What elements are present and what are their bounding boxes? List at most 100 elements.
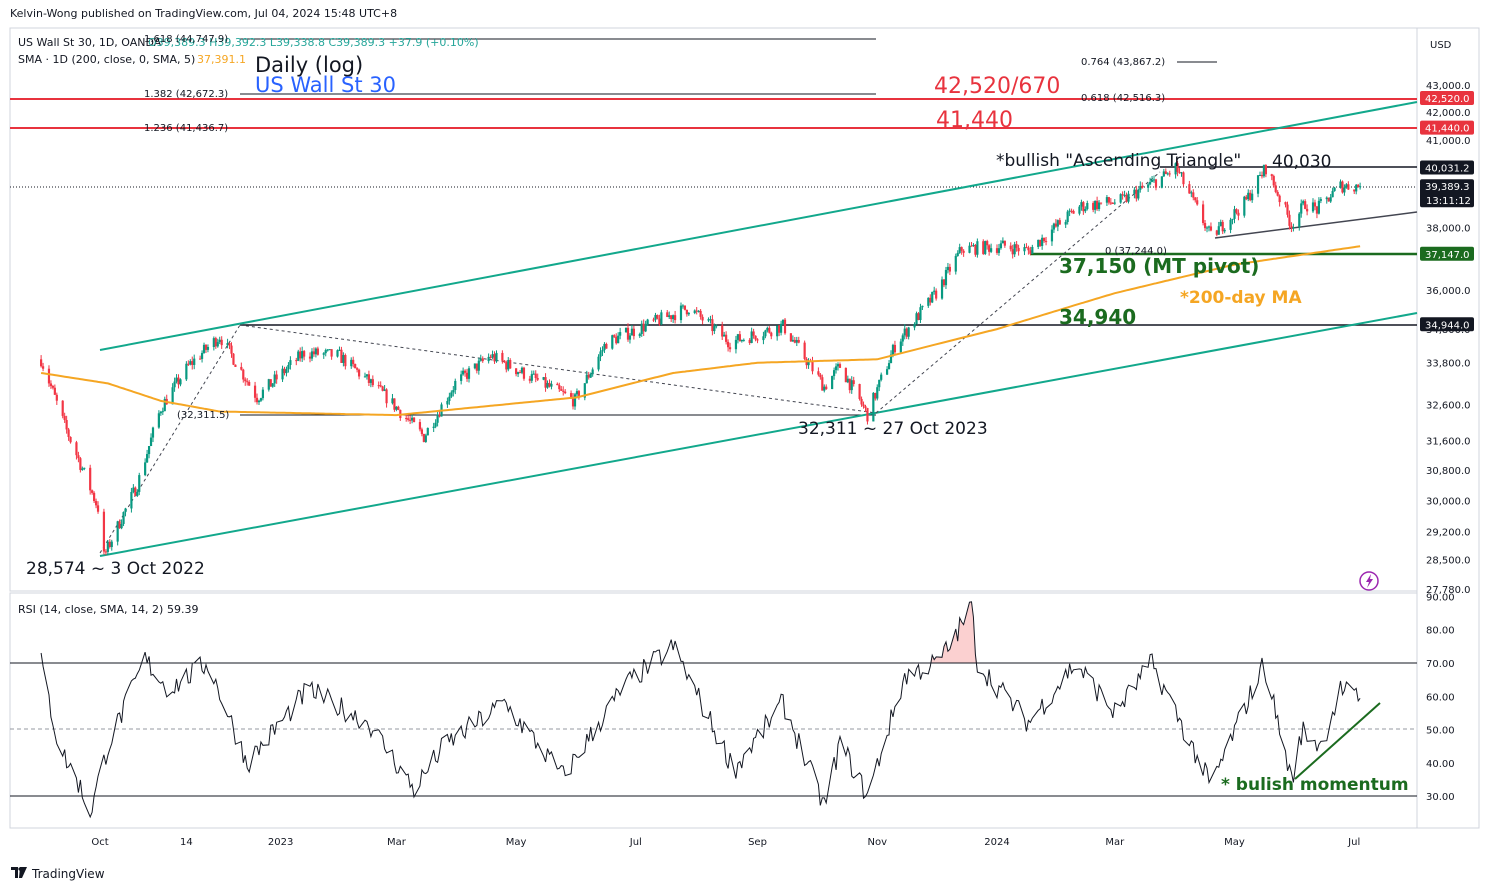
candle [467,366,471,383]
published-by: Kelvin-Wong published on TradingView.com… [10,7,397,20]
candle [666,309,669,318]
candle [116,520,119,546]
candle [1278,194,1281,207]
candle [1245,194,1248,201]
candle [599,347,602,362]
candle [997,243,1001,256]
lightning-icon[interactable] [1359,571,1379,591]
price-badge[interactable]: 42,520.0 [1420,91,1474,105]
candle [1023,243,1026,256]
time-tick-label: May [1224,837,1245,848]
candle [615,333,618,345]
triangle-support-line[interactable] [1214,211,1418,239]
candle [1258,171,1262,176]
candle [807,358,810,369]
candle [460,370,463,385]
price-badge[interactable]: 40,031.2 [1420,160,1474,175]
candle [206,344,210,353]
candle [79,456,82,473]
candle [988,244,991,256]
candle [1041,234,1044,250]
candle [1345,183,1348,189]
candle [693,309,696,315]
candle [836,362,840,371]
candle [931,291,934,304]
candle [872,392,875,422]
price-tick-label: 31,600.0 [1426,436,1471,447]
candle [1043,237,1046,243]
candle [1182,171,1185,187]
candle [1097,200,1101,212]
price-badge[interactable]: 41,440.0 [1420,120,1474,135]
candle [340,346,343,364]
candle [642,319,645,336]
candle [234,364,237,367]
rsi-tick-label: 40.00 [1426,759,1455,770]
candle [793,336,796,344]
candle [1331,187,1334,198]
candle [1080,199,1083,211]
candle [1251,189,1254,203]
candle [1223,228,1226,234]
candle [752,328,755,339]
candle [53,384,56,396]
candle [501,350,504,364]
price-badge-text: 41,440.0 [1425,124,1470,135]
tradingview-logo[interactable] [11,867,27,878]
price-tick-label: 30,000.0 [1426,496,1471,507]
candle [1066,209,1069,225]
candle [725,331,728,345]
candle [1162,168,1165,178]
candle [354,363,357,369]
channel-upper-line[interactable] [99,101,1418,351]
candle [202,342,206,354]
time-tick-label: Jul [1347,837,1360,848]
rsi-tick-label: 30.00 [1426,792,1455,803]
candle [102,508,106,555]
candle [1121,191,1124,200]
candle [1201,200,1205,226]
candle [199,355,202,360]
candle [630,325,634,336]
candle [89,464,92,495]
channel-lower-line[interactable] [99,312,1418,557]
candle [933,286,936,295]
time-tick-label: May [506,837,527,848]
candle [393,398,396,412]
candle [1292,223,1295,232]
candle [473,363,476,370]
candle [683,305,687,311]
candle [628,333,632,344]
price-badge[interactable]: 34,944.0 [1420,317,1474,332]
candle [204,344,208,353]
candle [1247,189,1250,202]
currency-label[interactable]: USD [1430,40,1452,51]
candle [715,324,718,329]
candle [1078,204,1081,216]
candle [96,501,100,514]
candle [709,315,712,324]
candle [1017,244,1020,256]
candle [713,323,716,335]
candle [289,356,292,370]
candle [1209,222,1213,232]
candle [762,331,765,345]
candle [577,389,581,400]
candle [244,377,247,386]
candle [695,307,698,315]
price-badge[interactable]: 39,389.3 [1420,179,1474,208]
candle [929,294,932,306]
candle [1050,225,1054,246]
candle [352,356,355,368]
candle [986,239,989,250]
rsi-momentum-trendline[interactable] [1294,702,1381,780]
candle [670,315,673,323]
candle [601,346,604,356]
candle [1286,201,1289,218]
candle [893,340,897,356]
candle [915,311,918,325]
price-badge[interactable]: 37,147.0 [1420,246,1474,261]
candle [862,401,865,409]
candle [61,400,64,419]
price-tick-label: 28,500.0 [1426,556,1471,567]
